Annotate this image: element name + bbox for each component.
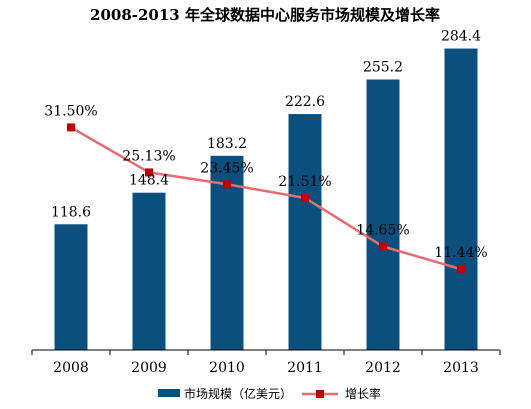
growth-marker-2011	[301, 193, 309, 202]
x-tick-label-2012: 2012	[365, 360, 401, 376]
growth-rate-line	[70, 126, 462, 271]
growth-value-label-2013: 11.44%	[434, 245, 487, 261]
growth-value-label-2010: 23.45%	[200, 160, 253, 176]
bar-value-label-2011: 222.6	[285, 94, 325, 110]
growth-value-label-2011: 21.51%	[278, 174, 331, 190]
growth-marker-2008	[67, 123, 75, 132]
bar-value-label-2013: 284.4	[441, 29, 481, 45]
growth-value-label-2008: 31.50%	[44, 103, 97, 119]
bar-value-label-2010: 183.2	[207, 136, 247, 152]
bar-2009	[132, 192, 166, 350]
growth-marker-2010	[223, 180, 231, 189]
growth-marker-2013	[457, 265, 465, 274]
x-axis-ticks: 2008 2009 2010 2011 2012 2013	[31, 350, 501, 376]
x-tick-label-2011: 2011	[287, 360, 323, 376]
x-tick-label-2009: 2009	[131, 360, 167, 376]
legend-line-marker	[316, 390, 324, 398]
bar-2012	[366, 79, 400, 350]
growth-value-label-2012: 14.65%	[356, 222, 409, 238]
x-tick-label-2013: 2013	[443, 360, 479, 376]
legend-bar-label: 市场规模（亿美元）	[184, 386, 292, 401]
legend-bar-swatch	[158, 389, 180, 397]
growth-line-layer	[67, 123, 465, 274]
bar-2013	[444, 48, 478, 350]
legend: 市场规模（亿美元） 增长率	[158, 386, 381, 401]
growth-marker-2012	[379, 242, 387, 251]
x-tick-label-2008: 2008	[53, 360, 89, 376]
bar-value-label-2009: 148.4	[129, 173, 169, 189]
chart-title: 2008-2013 年全球数据中心服务市场规模及增长率	[90, 6, 440, 24]
x-tick-label-2010: 2010	[209, 360, 245, 376]
legend-line-label: 增长率	[345, 386, 381, 401]
growth-marker-2009	[145, 168, 153, 177]
bar-2008	[54, 224, 88, 350]
bar-value-label-2008: 118.6	[51, 204, 91, 220]
bar-2011	[288, 114, 322, 350]
bars-layer	[54, 48, 478, 350]
data-labels-layer: 118.6 148.4 183.2 222.6 255.2 284.4 31.50% 25.1…	[44, 29, 487, 262]
bar-value-label-2012: 255.2	[363, 59, 403, 75]
growth-value-label-2009: 25.13%	[122, 148, 175, 164]
